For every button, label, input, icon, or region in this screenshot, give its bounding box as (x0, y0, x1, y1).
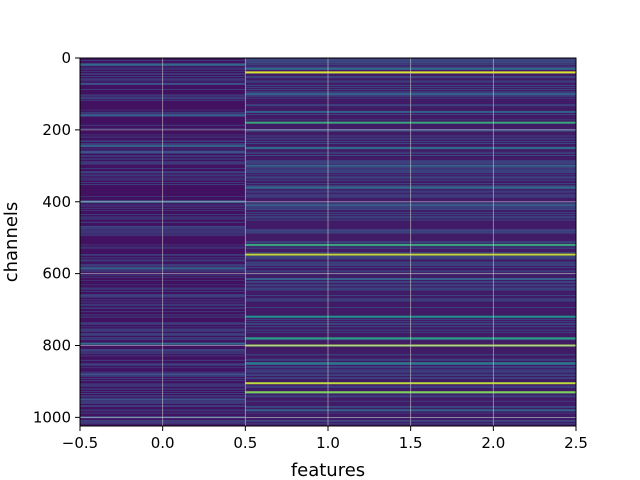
x-tick-label: −0.5 (62, 434, 98, 452)
x-tick-label: 0.0 (151, 434, 175, 452)
x-axis-label: features (291, 460, 365, 480)
x-tick-label: 2.0 (481, 434, 505, 452)
x-tick-label: 1.5 (399, 434, 423, 452)
y-tick-label: 400 (42, 193, 71, 211)
y-axis: 0 200 400 600 800 1000 (33, 49, 80, 426)
y-tick-label: 1000 (33, 408, 71, 426)
y-tick-label: 200 (42, 121, 71, 139)
y-tick-label: 600 (42, 265, 71, 283)
y-tick-label: 0 (61, 49, 71, 67)
x-tick-label: 0.5 (233, 434, 257, 452)
x-axis: −0.5 0.0 0.5 1.0 1.5 2.0 2.5 (62, 426, 588, 452)
y-axis-label: channels (1, 202, 22, 283)
y-tick-label: 800 (42, 337, 71, 355)
x-tick-label: 1.0 (316, 434, 340, 452)
x-tick-label: 2.5 (564, 434, 588, 452)
